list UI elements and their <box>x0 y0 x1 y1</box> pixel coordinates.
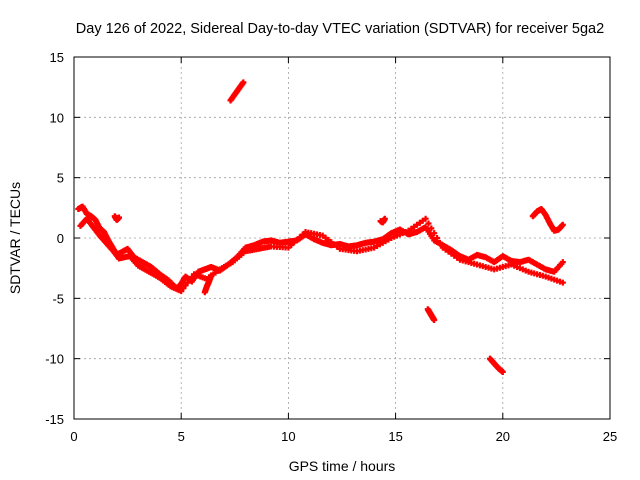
data-point <box>422 215 429 222</box>
data-point <box>116 214 123 221</box>
x-axis-label: GPS time / hours <box>289 458 396 474</box>
y-axis-label: SDTVAR / TECUs <box>7 182 23 294</box>
data-point <box>431 230 438 237</box>
x-tick-label: 10 <box>281 429 295 444</box>
x-tick-label: 25 <box>603 429 617 444</box>
y-tick-label: 5 <box>57 171 64 186</box>
data-point <box>240 79 247 86</box>
x-tick-label: 0 <box>70 429 77 444</box>
y-tick-label: -10 <box>45 352 64 367</box>
x-tick-label: 15 <box>388 429 402 444</box>
y-tick-label: 0 <box>57 231 64 246</box>
x-tick-label: 5 <box>178 429 185 444</box>
data-point <box>208 272 215 279</box>
grid-lines <box>74 57 610 419</box>
data-point <box>434 235 441 241</box>
y-tick-label: 15 <box>50 50 64 65</box>
data-point <box>431 317 438 324</box>
data-point <box>381 215 388 222</box>
data-point <box>425 220 432 227</box>
data-points <box>75 79 566 375</box>
data-point <box>436 239 443 246</box>
data-point <box>559 259 566 266</box>
y-tick-label: -5 <box>52 291 64 306</box>
data-point <box>559 279 566 286</box>
x-tick-label: 20 <box>496 429 510 444</box>
chart-title: Day 126 of 2022, Sidereal Day-to-day VTE… <box>76 21 604 37</box>
y-tick-label: 10 <box>50 110 64 125</box>
data-point <box>428 225 435 232</box>
data-point <box>499 368 506 375</box>
data-point <box>559 221 566 228</box>
y-tick-label: -15 <box>45 412 64 427</box>
axis-ticks: 0 5 10 15 20 25 -15 -10 -5 0 5 10 15 <box>45 50 617 444</box>
